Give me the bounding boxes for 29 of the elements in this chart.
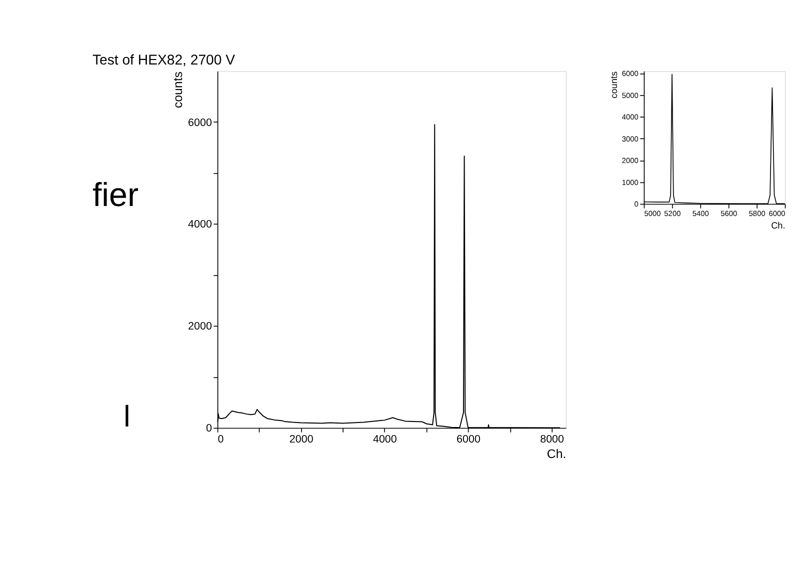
chart-title: Test of HEX82, 2700 V [92,51,236,68]
x-tick-label: 5000 [644,208,661,218]
y-axis-title: counts [608,71,619,98]
y-tick-label: 3000 [622,134,638,144]
y-tick-label: 6000 [622,69,638,78]
x-tick-label: 4000 [372,433,397,446]
x-tick-label: 5400 [692,208,709,218]
y-tick-label: 0 [634,200,638,209]
y-tick-label: 4000 [188,218,212,231]
x-tick-label: 6000 [768,208,786,218]
y-tick-label: 1000 [622,178,638,187]
x-axis-title: Ch. [771,220,786,230]
x-tick-label: 8000 [540,433,564,446]
x-tick-label: 2000 [289,433,314,446]
text: fier [92,176,139,214]
y-tick-label: 5000 [622,90,638,100]
x-axis-title: Ch. [546,447,566,462]
y-tick-label: 6000 [188,116,212,129]
y-tick-label: 4000 [622,112,638,122]
text: l [124,400,130,434]
y-tick-label: 2000 [622,156,638,166]
y-tick-label: 0 [206,422,212,435]
x-tick-label: 0 [218,433,224,446]
x-tick-label: 5200 [664,208,681,218]
x-tick-label: 5600 [720,208,738,218]
x-tick-label: 6000 [456,433,480,446]
y-tick-label: 2000 [188,320,212,333]
y-axis-title: counts [171,71,186,108]
x-tick-label: 5800 [748,208,766,218]
